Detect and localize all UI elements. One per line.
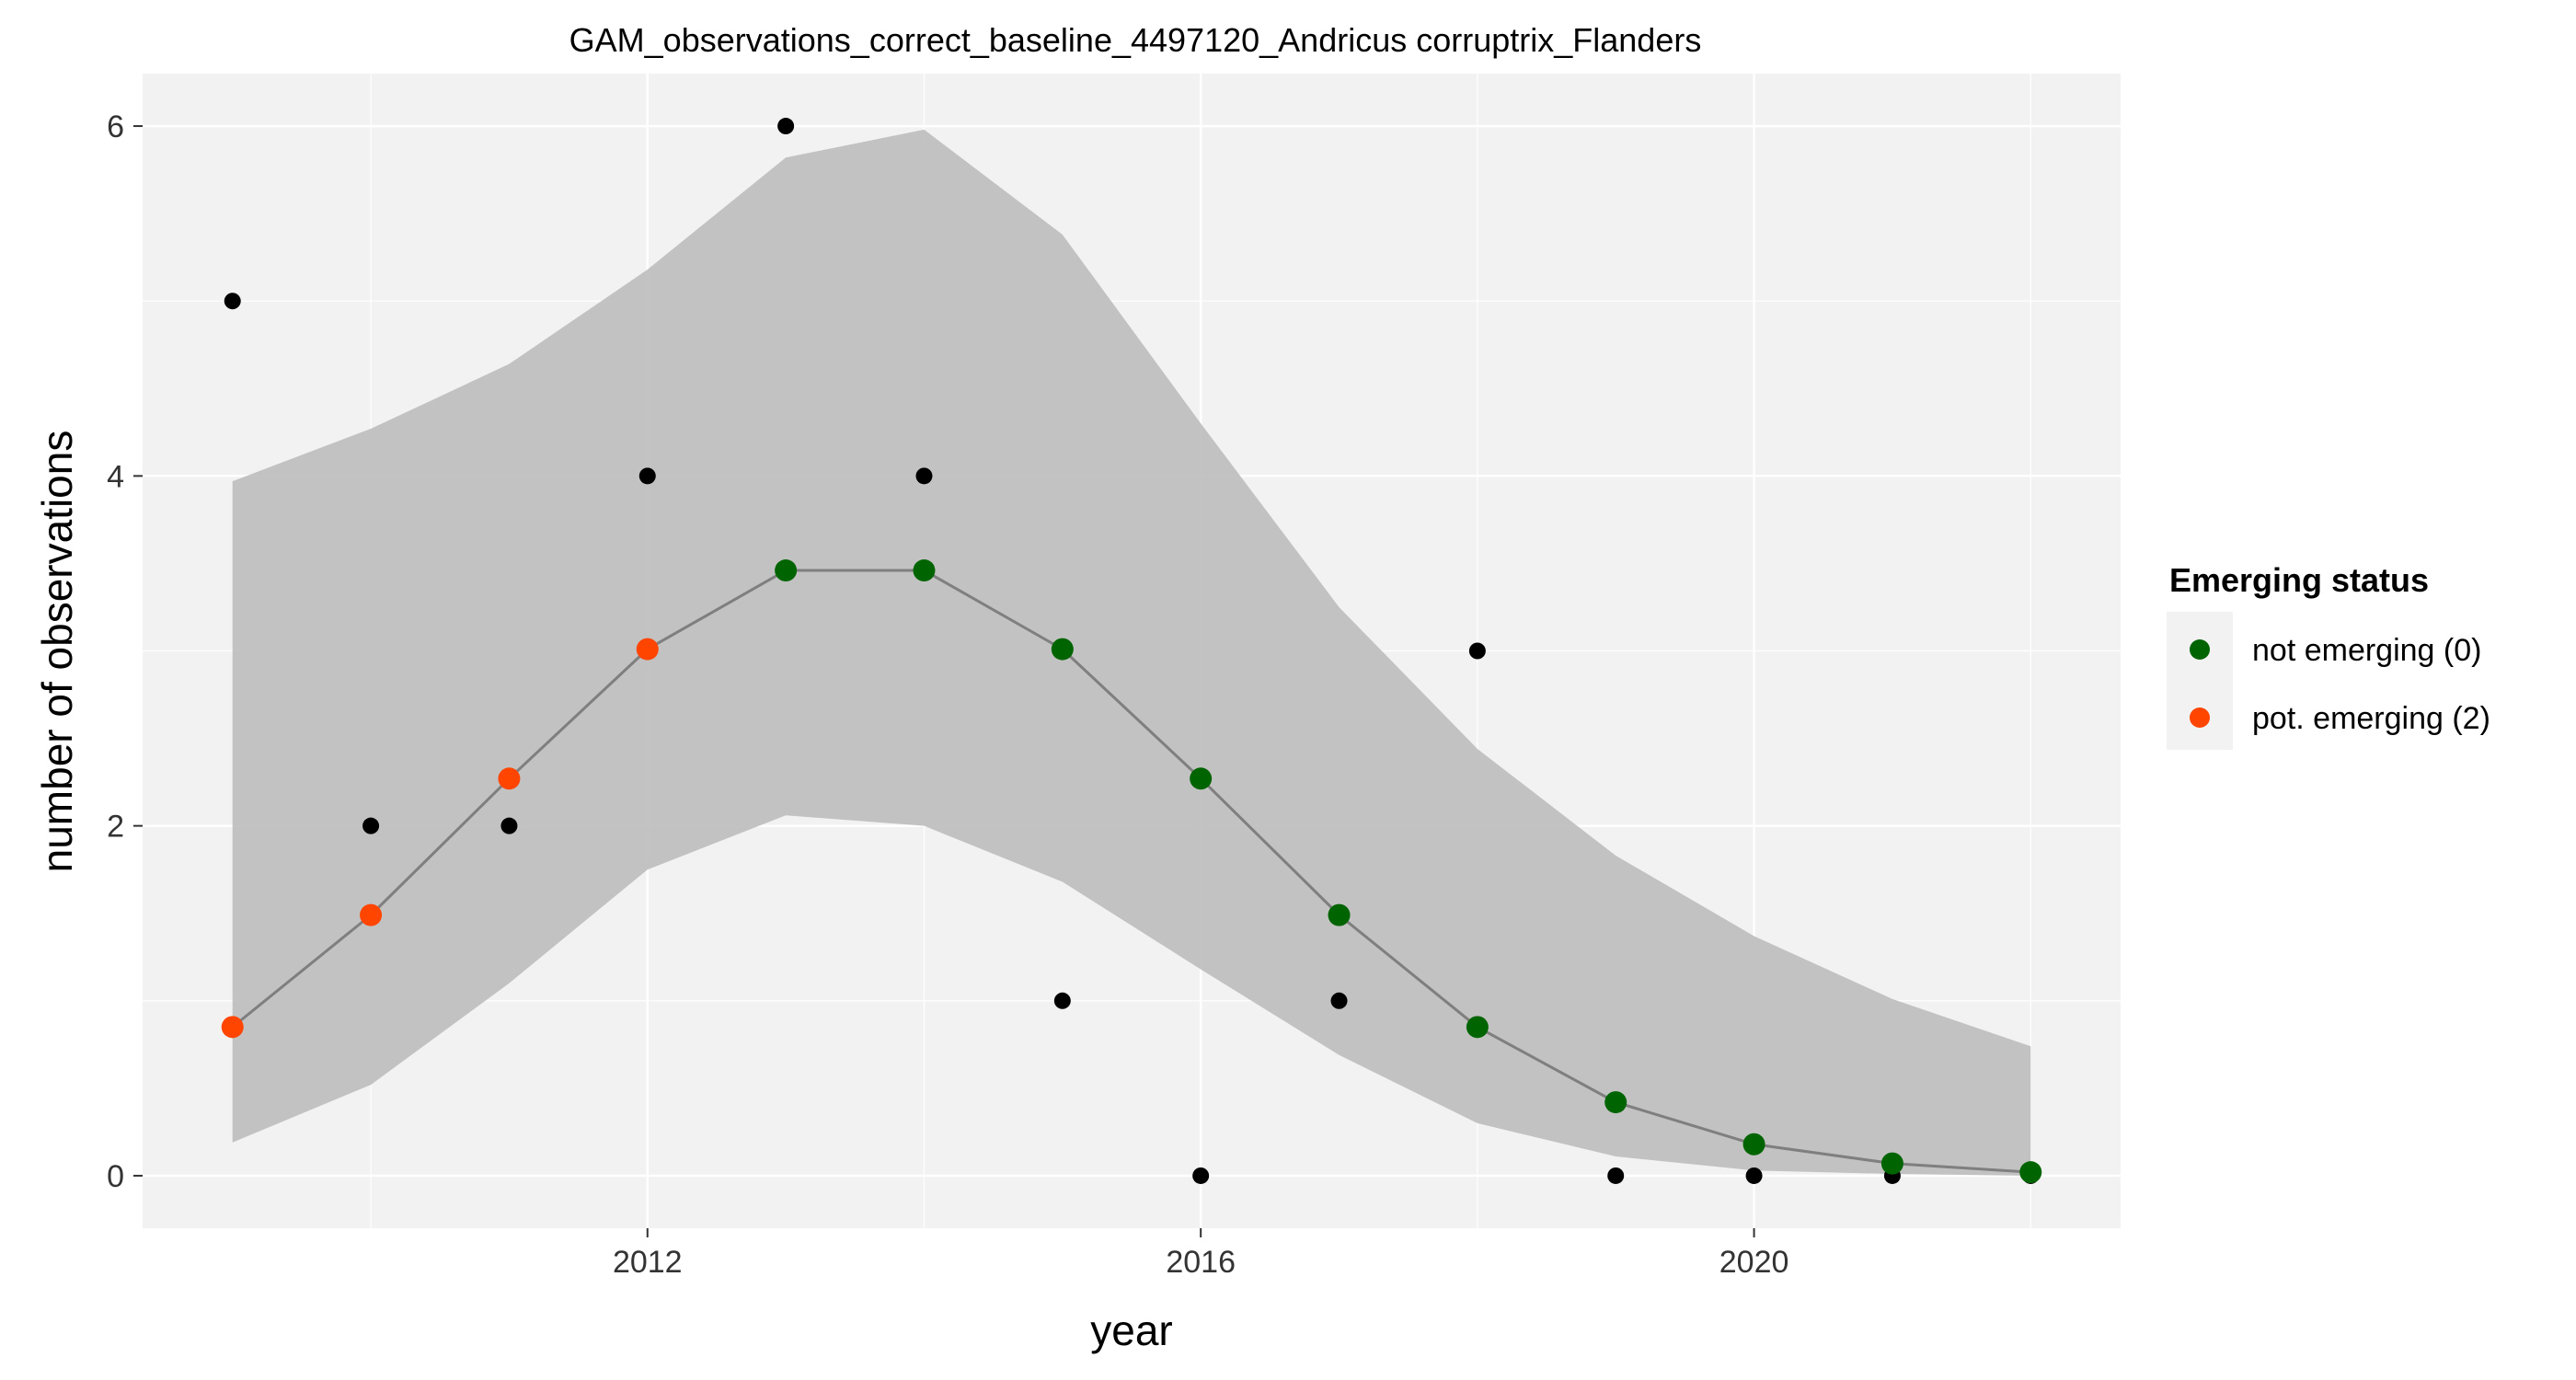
fitted-point (2019, 1161, 2042, 1184)
observed-point (224, 293, 241, 310)
observed-point (1330, 992, 1348, 1009)
legend-key-background (2167, 612, 2233, 750)
observed-point (1053, 992, 1071, 1009)
axis-ticks (133, 125, 1755, 1237)
chart-title: GAM_observations_correct_baseline_449712… (569, 21, 1702, 59)
observed-point (1745, 1167, 1763, 1184)
fitted-point (360, 903, 383, 926)
observed-point (500, 817, 518, 834)
fitted-point (1466, 1016, 1489, 1039)
observed-point (638, 467, 656, 485)
observed-point (1607, 1167, 1625, 1184)
observed-point (1192, 1167, 1210, 1184)
x-tick-label: 2012 (613, 1245, 683, 1280)
fitted-point (1604, 1091, 1627, 1114)
x-axis-title: year (1090, 1306, 1172, 1354)
observed-point (777, 118, 795, 135)
fitted-point (498, 767, 521, 790)
fitted-point (1328, 903, 1351, 926)
y-axis-title: number of observations (33, 431, 81, 873)
line-layer (231, 569, 2031, 1174)
fitted-point (775, 559, 798, 582)
fitted-point (913, 559, 936, 582)
y-tick-label: 2 (107, 810, 124, 845)
tick-labels: 0 2 4 6 2012 2016 2020 (107, 109, 1788, 1280)
y-tick-label: 0 (107, 1159, 124, 1194)
fitted-point (1051, 638, 1074, 661)
legend-title: Emerging status (2169, 561, 2429, 599)
ribbon-layer (232, 129, 2031, 1176)
legend-key-pot-emerging (2190, 707, 2210, 728)
observed-point (362, 817, 380, 834)
fitted-points (221, 559, 2042, 1184)
fitted-point (1880, 1152, 1903, 1175)
legend-label-not-emerging: not emerging (0) (2252, 633, 2481, 668)
legend-label-pot-emerging: pot. emerging (2) (2252, 701, 2490, 736)
y-tick-label: 4 (107, 459, 124, 494)
fitted-point (1190, 767, 1213, 790)
fitted-point (636, 638, 659, 661)
fitted-point (1742, 1133, 1765, 1156)
confidence-ribbon (232, 129, 2031, 1176)
observed-point (1468, 642, 1486, 660)
fitted-point (221, 1016, 244, 1039)
legend: Emerging status not emerging (0) pot. em… (2167, 561, 2490, 750)
observed-point (915, 467, 933, 485)
legend-key-not-emerging (2190, 639, 2210, 660)
x-tick-label: 2016 (1166, 1245, 1236, 1280)
y-tick-label: 6 (107, 109, 124, 144)
x-tick-label: 2020 (1719, 1245, 1789, 1280)
fit-line (231, 569, 2031, 1174)
